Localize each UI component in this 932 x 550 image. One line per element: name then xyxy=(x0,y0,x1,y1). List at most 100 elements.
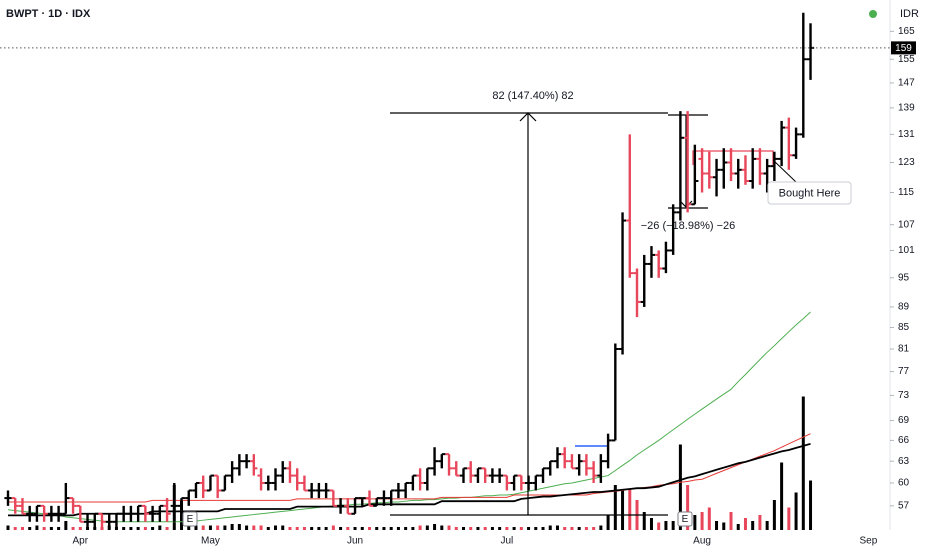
moving-average xyxy=(8,442,811,517)
y-tick-label: 57 xyxy=(898,501,910,512)
volume-bar xyxy=(772,500,776,530)
volume-bar xyxy=(570,527,574,530)
volume-bar xyxy=(498,527,502,530)
volume-bar xyxy=(649,518,653,530)
volume-bar xyxy=(165,527,169,530)
volume-bar xyxy=(534,527,538,530)
volume-bar xyxy=(765,521,769,530)
volume-bar xyxy=(295,527,299,530)
volume-bar xyxy=(331,525,335,530)
y-tick-label: 107 xyxy=(898,219,915,230)
volume-bar xyxy=(201,525,205,530)
volume-bar xyxy=(194,525,198,530)
volume-bar xyxy=(339,527,343,530)
last-price-box xyxy=(891,41,916,55)
volume-bar xyxy=(42,527,46,530)
volume-bar xyxy=(736,524,740,530)
earnings-marker[interactable] xyxy=(677,511,693,527)
volume-bar xyxy=(259,525,263,530)
volume-bar xyxy=(476,527,480,530)
volume-bar xyxy=(324,527,328,530)
volume-bar xyxy=(664,521,668,530)
y-tick-label: 73 xyxy=(898,390,910,401)
volume-bar xyxy=(230,524,234,530)
earnings-label: E xyxy=(682,514,689,525)
volume-bar xyxy=(433,524,437,530)
measure-arrowhead xyxy=(679,200,693,208)
y-tick-label: 95 xyxy=(898,272,910,283)
last-price-label: 159 xyxy=(895,43,912,54)
volume-bar xyxy=(577,527,581,530)
volume-bar xyxy=(722,522,726,530)
x-tick-label: Jun xyxy=(347,536,363,547)
earnings-marker[interactable] xyxy=(182,511,198,527)
volume-bar xyxy=(454,527,458,530)
moving-average xyxy=(7,311,811,523)
volume-bar xyxy=(136,527,140,530)
volume-bar xyxy=(122,527,126,530)
volume-bar xyxy=(389,527,393,530)
y-tick-label: 147 xyxy=(898,78,915,89)
volume-bar xyxy=(613,485,617,530)
y-tick-label: 165 xyxy=(898,26,915,37)
volume-bar xyxy=(20,527,24,530)
volume-bar xyxy=(360,527,364,530)
volume-bar xyxy=(490,527,494,530)
status-dot xyxy=(869,10,877,18)
y-tick-label: 89 xyxy=(898,302,910,313)
volume-bar xyxy=(78,527,82,530)
axis-layer: 57 60 63 66 69 73 77 81 85 89 95 101 107 115 123 131 139… xyxy=(0,26,916,547)
volume-bar xyxy=(780,462,784,530)
x-tick-label: Apr xyxy=(73,536,89,547)
price-layer xyxy=(4,12,815,530)
volume-bar xyxy=(657,522,661,530)
volume-bar xyxy=(57,527,61,530)
earnings-label: E xyxy=(187,514,194,525)
volume-bar xyxy=(447,525,451,530)
volume-bar xyxy=(671,521,675,530)
y-tick-label: 60 xyxy=(898,478,910,489)
volume-bar xyxy=(794,492,798,530)
volume-bar xyxy=(418,525,422,530)
volume-bar xyxy=(71,527,75,530)
volume-bar xyxy=(13,527,17,530)
volume-bar xyxy=(396,527,400,530)
volume-bar xyxy=(555,525,559,530)
volume-bar xyxy=(592,527,596,530)
y-tick-label: 123 xyxy=(898,157,915,168)
y-tick-label: 66 xyxy=(898,435,910,446)
moving-average xyxy=(8,433,811,503)
volume-bar xyxy=(382,527,386,530)
volume-bar xyxy=(411,527,415,530)
measure-label: 82 (147.40%) 82 xyxy=(492,90,573,102)
volume-bar xyxy=(621,489,625,530)
volume-bar xyxy=(541,527,545,530)
volume-bar xyxy=(143,527,147,530)
volume-bar xyxy=(223,525,227,530)
volume-bar xyxy=(6,525,10,530)
x-tick-label: May xyxy=(201,536,220,547)
x-tick-label: Aug xyxy=(693,536,711,547)
volume-bar xyxy=(743,518,747,530)
x-tick-label: Jul xyxy=(500,536,513,547)
range-box xyxy=(692,150,774,165)
volume-bar xyxy=(346,527,350,530)
callout-text: Bought Here xyxy=(779,187,841,199)
volume-bar xyxy=(809,480,813,530)
y-tick-label: 85 xyxy=(898,322,910,333)
volume-bar xyxy=(729,512,733,530)
y-tick-label: 139 xyxy=(898,103,915,114)
currency-label: IDR xyxy=(900,8,919,20)
measure-label: −26 (−18.98%) −26 xyxy=(641,220,736,232)
volume-bar xyxy=(404,527,408,530)
volume-bar xyxy=(700,512,704,530)
chart-title: BWPT · 1D · IDX xyxy=(6,8,91,20)
volume-bar xyxy=(252,525,256,530)
volume-bar xyxy=(187,524,191,530)
measure-arrowhead xyxy=(519,112,537,122)
volume-bar xyxy=(707,507,711,530)
y-tick-label: 131 xyxy=(898,129,915,140)
callout-pointer xyxy=(772,159,797,183)
